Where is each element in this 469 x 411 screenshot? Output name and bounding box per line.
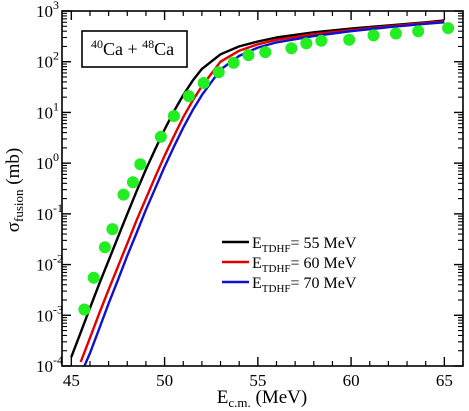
legend-label-sub: TDHF	[262, 243, 291, 255]
y-tick-base: 10	[36, 103, 53, 122]
x-tick-labels: 45 50 55 60 65	[63, 371, 453, 390]
y-tick-base: 10	[36, 205, 53, 224]
legend-label-3: ETDHF= 70 MeV	[252, 275, 357, 295]
y-tick-label: 10-1	[36, 201, 63, 224]
theory-curves	[70, 19, 445, 366]
y-tick-label: 10-4	[36, 353, 63, 376]
x-axis-title-sub: c.m.	[228, 395, 250, 410]
annotation-mass-2: 48	[142, 37, 154, 51]
experimental-point	[412, 25, 425, 38]
axis-ticks	[62, 10, 464, 367]
experimental-points	[78, 22, 455, 316]
y-tick-base: 10	[36, 256, 53, 275]
series-line-1	[70, 19, 445, 358]
y-tick-exponent: 1	[53, 99, 59, 113]
experimental-point	[259, 46, 272, 59]
y-tick-exponent: -3	[53, 302, 63, 316]
annotation-mass-1: 40	[91, 37, 103, 51]
experimental-point	[98, 241, 111, 254]
series-line-2	[79, 20, 445, 363]
y-axis-title-unit: (mb)	[3, 148, 24, 190]
experimental-point	[242, 49, 255, 62]
experimental-point	[227, 56, 240, 69]
y-tick-base: 10	[36, 53, 53, 72]
reaction-annotation: 40Ca + 48Ca	[81, 30, 188, 68]
x-axis-title-main: E	[217, 387, 229, 408]
experimental-point	[442, 22, 455, 35]
y-tick-base: 10	[36, 2, 53, 21]
annotation-element-1: Ca	[103, 39, 123, 59]
legend-label-value: = 60 MeV	[291, 255, 357, 272]
x-tick-label: 50	[156, 371, 173, 390]
annotation-box	[81, 30, 188, 68]
x-tick-label: 65	[436, 371, 453, 390]
experimental-point	[389, 27, 402, 40]
experimental-point	[315, 34, 328, 47]
y-tick-exponent: -2	[53, 252, 63, 266]
experimental-point	[343, 33, 356, 46]
experimental-point	[182, 90, 195, 103]
experimental-point	[300, 37, 313, 50]
legend-label-main: E	[252, 275, 262, 292]
experimental-point	[126, 176, 139, 189]
y-axis-title: σfusion (mb)	[3, 148, 26, 232]
y-tick-exponent: 3	[53, 0, 59, 12]
experimental-point	[134, 158, 147, 171]
experimental-point	[212, 66, 225, 79]
annotation-plus: +	[123, 39, 142, 59]
legend-label-sub: TDHF	[262, 283, 291, 295]
experimental-point	[285, 42, 298, 55]
y-tick-label: 10-2	[36, 252, 63, 275]
y-tick-base: 10	[36, 357, 53, 376]
x-tick-label: 45	[63, 371, 80, 390]
experimental-point	[197, 77, 210, 89]
series-line-3	[83, 21, 445, 366]
annotation-element-2: Ca	[154, 39, 174, 59]
y-tick-label: 102	[36, 49, 59, 72]
experimental-point	[367, 29, 380, 42]
y-tick-exponent: 0	[53, 150, 59, 164]
y-axis-title-main: σ	[3, 222, 24, 232]
y-tick-label: 103	[36, 0, 59, 21]
experimental-point	[167, 110, 180, 122]
annotation-text: 40Ca + 48Ca	[91, 37, 174, 59]
y-tick-base: 10	[36, 154, 53, 173]
legend-label-2: ETDHF= 60 MeV	[252, 255, 357, 275]
y-tick-exponent: 2	[53, 49, 59, 63]
experimental-point	[117, 188, 130, 201]
experimental-point	[106, 223, 119, 236]
plot-frame	[61, 10, 464, 367]
y-tick-label: 100	[36, 150, 59, 173]
x-tick-label: 60	[343, 371, 360, 390]
x-tick-label: 55	[249, 371, 266, 390]
y-axis-title-sub: fusion	[11, 189, 26, 222]
y-tick-label: 101	[36, 99, 59, 122]
experimental-point	[87, 271, 100, 284]
y-tick-exponent: -4	[53, 353, 63, 367]
legend-label-main: E	[252, 255, 262, 272]
y-tick-base: 10	[36, 306, 53, 325]
legend-label-value: = 55 MeV	[291, 235, 357, 252]
legend-label-main: E	[252, 235, 262, 252]
legend-label-sub: TDHF	[262, 263, 291, 275]
experimental-point	[78, 303, 91, 316]
experimental-point	[154, 130, 167, 143]
x-axis-title: Ec.m. (MeV)	[217, 387, 307, 410]
y-tick-exponent: -1	[53, 201, 63, 215]
legend-label-1: ETDHF= 55 MeV	[252, 235, 357, 255]
x-axis-title-unit: (MeV)	[251, 387, 307, 408]
y-tick-label: 10-3	[36, 302, 63, 325]
legend-label-value: = 70 MeV	[291, 275, 357, 292]
